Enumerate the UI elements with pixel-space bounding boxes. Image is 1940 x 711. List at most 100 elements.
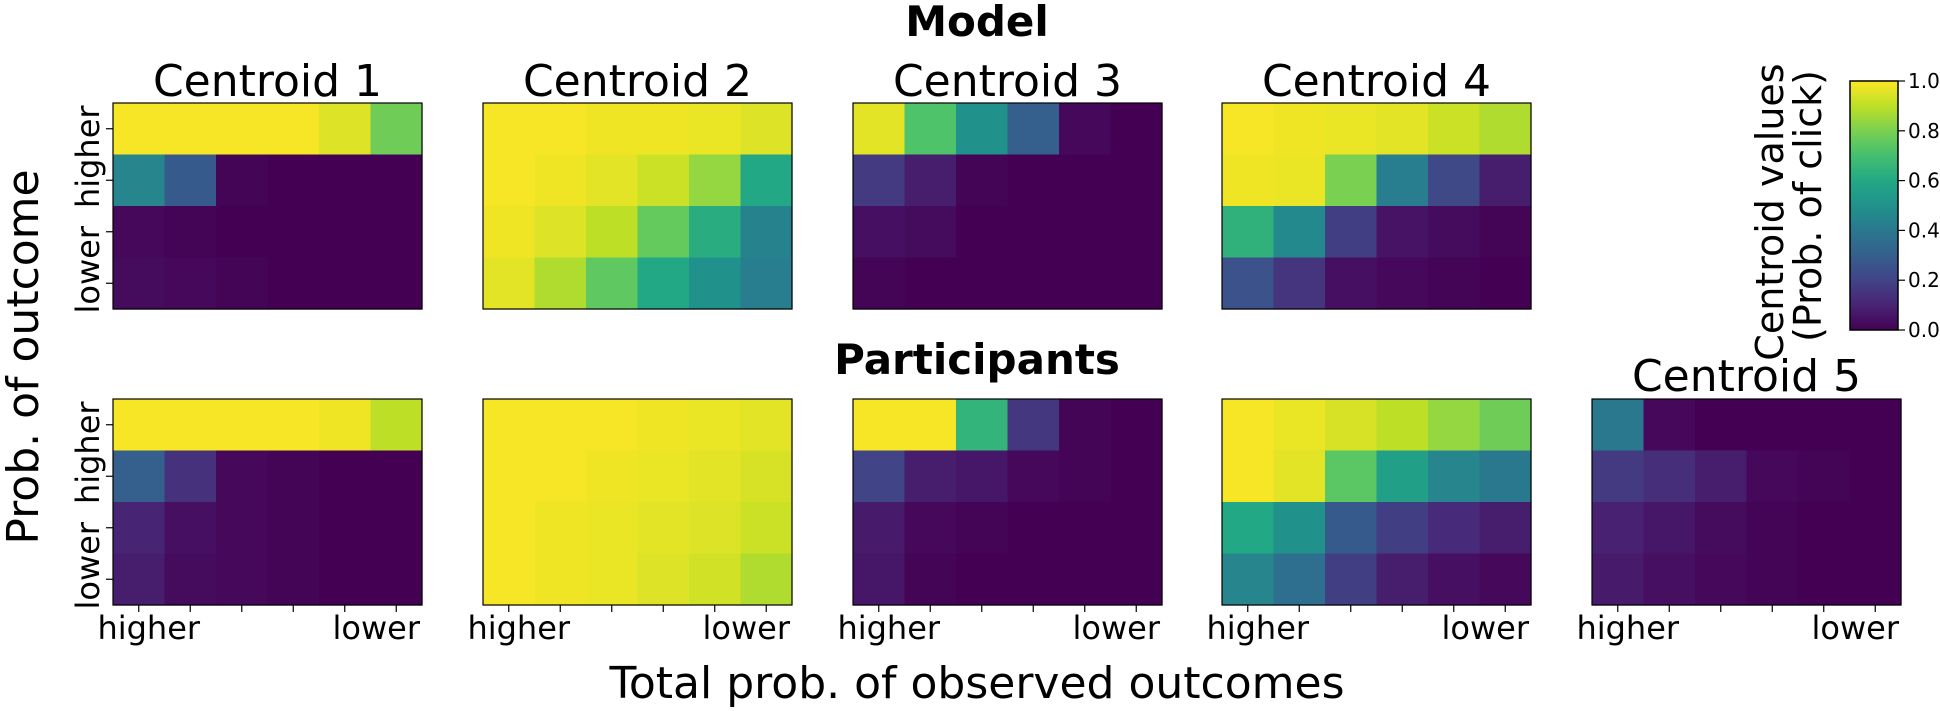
heatmap-cell [1428,154,1481,207]
heatmap-cell [319,103,372,156]
panel-frame [482,102,793,310]
colorbar-gradient [1849,80,1899,331]
heatmap-cell [483,450,536,503]
heatmap-cell [1798,450,1851,503]
heatmap-cell [904,154,957,207]
heatmap-cell [1007,399,1060,452]
heatmap-cell [1110,206,1163,259]
heatmap-cell [956,502,1009,555]
heatmap-cell [740,553,793,606]
heatmap-cell [1273,399,1326,452]
heatmap-cell [586,399,639,452]
heatmap-cell [904,553,957,606]
heatmap-cell [689,103,742,156]
y-tick-label-higher: higher [69,105,107,208]
heatmap-cell [1059,502,1112,555]
heatmap-cell [1643,502,1696,555]
heatmap-cell [1222,206,1275,259]
heatmap-cell [370,399,423,452]
heatmap-cell [1325,206,1378,259]
heatmap-cell [1643,450,1696,503]
heatmap-cell [319,206,372,259]
heatmap-cell [534,206,587,259]
heatmap-cell [534,103,587,156]
colorbar-tick-label: 0.2 [1908,268,1940,292]
heatmap-cell [483,103,536,156]
heatmap-cell [740,399,793,452]
heatmap-cell [483,206,536,259]
heatmap-cell [1007,154,1060,207]
heatmap-cell [113,502,166,555]
heatmap-cell [319,450,372,503]
heatmap-cell [1059,257,1112,310]
heatmap-cell [586,553,639,606]
heatmap-cell [1428,450,1481,503]
heatmap-cell [689,450,742,503]
heatmap-cell [1592,553,1645,606]
panel-title: Centroid 3 [893,56,1122,107]
heatmap-cell [1849,450,1902,503]
x-tick-label-higher: higher [467,609,570,647]
heatmap-panel: Centroid 5 higher lower [1576,351,1902,647]
colorbar-label: Centroid values (Prob. of click) [1748,51,1830,360]
heatmap-cell [1110,450,1163,503]
heatmap-cell [853,154,906,207]
heatmap-cell [370,553,423,606]
heatmap-cell [1376,103,1429,156]
heatmap-cell [1849,399,1902,452]
heatmap-cell [1428,399,1481,452]
heatmap-cell [267,502,320,555]
heatmap-cell [1222,257,1275,310]
colorbar-tick-label: 0.6 [1908,169,1940,193]
y-tick-label-lower: lower [69,225,107,313]
heatmap-cell [853,257,906,310]
heatmap-cell [113,450,166,503]
heatmap-cell [1798,553,1851,606]
heatmap-cell [1325,450,1378,503]
heatmap-cell [689,553,742,606]
heatmap-cell [216,103,269,156]
x-axis-label: Total prob. of observed outcomes [608,658,1344,709]
x-tick-label-higher: higher [1576,609,1679,647]
heatmap-cell [689,206,742,259]
heatmap-cell [1059,206,1112,259]
heatmap-panel: Centroid 4 [1221,56,1532,310]
heatmap-cell [319,154,372,207]
heatmap-cell [1007,257,1060,310]
heatmap-cell [1695,450,1748,503]
heatmap-cell [637,450,690,503]
heatmap-cell [956,257,1009,310]
heatmap-cell [1273,206,1326,259]
colorbar-tick-label: 0.8 [1908,119,1940,143]
colorbar-label-line-1: Centroid values [1748,63,1792,360]
heatmap-cell [483,553,536,606]
heatmap-panel: Centroid 1 higher lower [69,56,423,313]
heatmap-cell [1007,103,1060,156]
heatmap-cell [319,502,372,555]
heatmap-cell [534,399,587,452]
heatmap-cell [1110,553,1163,606]
heatmap-cell [637,553,690,606]
heatmap-cell [1325,257,1378,310]
heatmap-cell [113,553,166,606]
heatmap-panel: Centroid 2 [482,56,793,310]
heatmap-cell [1746,553,1799,606]
y-tick-label-higher: higher [69,401,107,504]
heatmap-cell [1479,103,1532,156]
heatmap-cell [1849,502,1902,555]
colorbar-label-line-2: (Prob. of click) [1786,70,1830,342]
heatmap-cell [267,154,320,207]
heatmap-cell [1273,257,1326,310]
heatmap-cell [1273,103,1326,156]
heatmap-cell [483,154,536,207]
heatmap-cell [370,450,423,503]
heatmap-cell [637,103,690,156]
heatmap-cell [534,257,587,310]
heatmap-cell [1325,553,1378,606]
heatmap-cell [740,257,793,310]
panel-title: Centroid 4 [1262,56,1491,107]
heatmap-cell [1479,502,1532,555]
heatmap-cell [586,206,639,259]
heatmap-cell [1376,257,1429,310]
colorbar-tick-label: 1.0 [1908,69,1940,93]
